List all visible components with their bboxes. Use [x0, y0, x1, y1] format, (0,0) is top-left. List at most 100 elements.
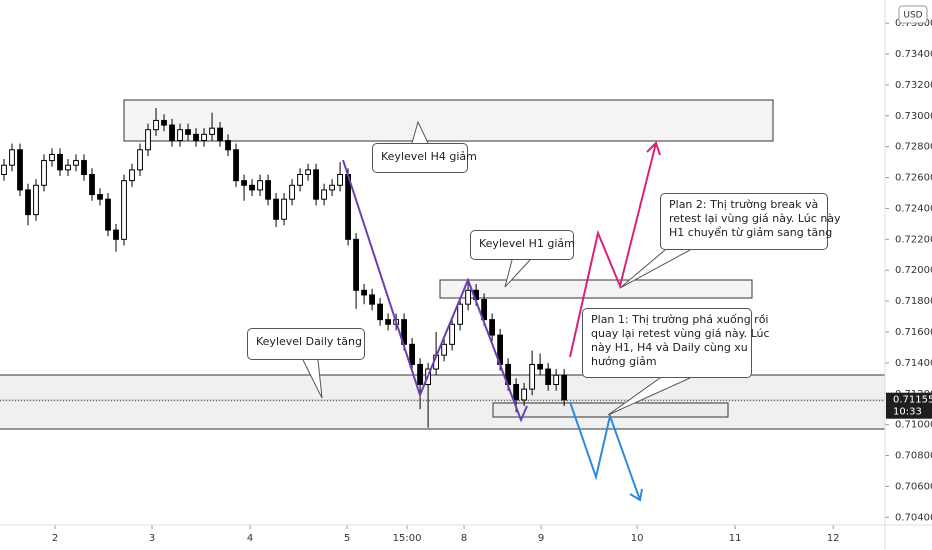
callout: Keylevel H4 giảm — [372, 143, 477, 173]
daily-zone — [0, 375, 885, 429]
x-tick-label: 8 — [461, 533, 467, 544]
candle-body — [521, 388, 528, 401]
currency: USD — [903, 11, 922, 21]
candle-body — [17, 149, 23, 191]
candle-body — [297, 173, 303, 186]
candle-body — [257, 180, 263, 191]
x-tick-label: 9 — [538, 533, 544, 544]
candle-body — [561, 374, 568, 401]
candle-body — [409, 343, 415, 365]
plan1-arrow — [569, 401, 641, 501]
candle-body — [73, 160, 79, 166]
candle-body — [329, 184, 335, 191]
x-tick-label: 4 — [247, 533, 253, 544]
candle-body — [217, 127, 223, 142]
candle-body — [489, 319, 496, 336]
candle-body — [145, 129, 151, 151]
last-price-box — [886, 392, 932, 419]
candle-body — [153, 119, 159, 131]
h4-zone — [123, 99, 774, 142]
callout-pointer — [302, 359, 323, 399]
candle-body — [417, 363, 423, 385]
plan2-arrow — [569, 142, 657, 358]
candle-body — [129, 169, 135, 182]
candle-body — [361, 289, 367, 296]
candle-body — [81, 160, 87, 175]
candle-body — [289, 184, 295, 200]
callout-text: Plan 2: Thị trường break và — [669, 198, 819, 211]
candle-body — [137, 149, 143, 171]
callout-text: Keylevel H1 giảm — [479, 237, 575, 250]
candle-body — [273, 198, 279, 220]
axis-labels: 0.704000.706000.708000.710000.712000.714… — [52, 18, 932, 544]
x-tick-label: 5 — [344, 533, 350, 544]
candle-body — [225, 140, 231, 151]
candle-body — [65, 164, 71, 171]
candle-body — [553, 374, 560, 385]
callout-text: Keylevel H4 giảm — [381, 150, 477, 163]
callout-pointer — [504, 259, 531, 288]
candle-body — [249, 184, 255, 191]
currency-box — [898, 5, 928, 24]
candle-body — [377, 303, 383, 321]
arrow-head — [629, 488, 643, 502]
drawings — [0, 99, 885, 430]
candles — [0, 108, 885, 428]
candle-body — [209, 127, 215, 135]
candle-body — [545, 368, 552, 385]
callout: Plan 2: Thị trường break và retest lại v… — [660, 193, 841, 250]
candle-body — [529, 363, 536, 390]
callout-text: hướng giảm — [591, 355, 657, 368]
candle-body — [201, 133, 207, 142]
candle-body — [313, 169, 319, 200]
candle-body — [113, 229, 119, 240]
h1-zone — [439, 279, 753, 299]
callout-text: Plan 1: Thị trường phá xuống rồi — [591, 313, 769, 326]
candle-body — [513, 383, 520, 401]
callout-pointer — [411, 120, 429, 144]
callout: Keylevel Daily tăng — [247, 328, 365, 360]
zigzag — [342, 159, 528, 423]
candle-body — [369, 294, 375, 305]
x-tick-label: 15:00 — [393, 533, 422, 544]
callout: Plan 1: Thị trường phá xuống rồi quay lạ… — [582, 308, 770, 378]
callout-text: này H1, H4 và Daily cùng xu — [591, 341, 748, 354]
candle-body — [481, 299, 488, 321]
arrow-head — [646, 141, 661, 156]
candle-body — [457, 303, 464, 325]
candle-body — [41, 160, 47, 186]
candle-body — [105, 198, 111, 231]
callout-text: Keylevel Daily tăng — [256, 335, 362, 348]
candle-body — [1, 164, 7, 175]
candle-body — [185, 129, 191, 135]
drawings-paths — [302, 120, 691, 502]
candle-body — [321, 189, 327, 200]
x-tick-label: 10 — [631, 533, 644, 544]
candle-body — [169, 124, 175, 142]
x-tick-label: 2 — [52, 533, 58, 544]
candle-body — [57, 153, 63, 171]
candle-body — [9, 149, 15, 166]
candle-body — [121, 180, 127, 240]
candle-body — [385, 319, 391, 325]
candle-body — [465, 289, 472, 305]
x-tick-label: 3 — [149, 533, 155, 544]
x-tick-label: 12 — [827, 533, 840, 544]
last-price: 0.71155 — [893, 395, 932, 406]
callout-pointer — [619, 249, 691, 289]
callout: Keylevel H1 giảm — [470, 230, 575, 260]
